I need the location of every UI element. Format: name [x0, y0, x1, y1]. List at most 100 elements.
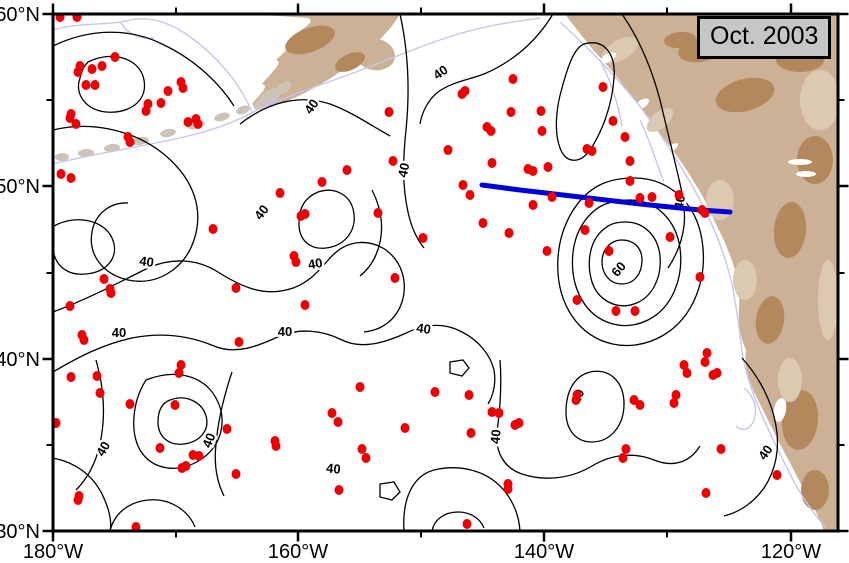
station-dot	[125, 137, 135, 147]
map-frame-group	[51, 12, 840, 533]
aleutian-island	[55, 152, 69, 162]
terrain-shading-dark	[335, 52, 365, 72]
station-dot	[462, 519, 472, 529]
shelf-edge-line	[119, 21, 155, 40]
station-dot	[506, 107, 516, 117]
terrain-shading-dark	[715, 77, 775, 113]
kodiak-island	[353, 38, 395, 71]
station-dot	[87, 64, 97, 74]
station-dot	[170, 400, 180, 410]
aleutian-island	[275, 81, 291, 95]
axis-ticks-group	[42, 3, 849, 542]
station-dot	[669, 398, 679, 408]
station-dot	[178, 83, 188, 93]
station-dot	[317, 177, 327, 187]
terrain-shading-light	[646, 108, 674, 132]
station-dot	[621, 444, 631, 454]
shelf-edge-line	[599, 59, 623, 127]
aleutian-island	[214, 112, 230, 122]
station-dot	[357, 444, 367, 454]
aleutian-island	[236, 105, 250, 115]
contour-line	[53, 457, 112, 531]
station-dot	[443, 145, 453, 155]
shelf-edge-line	[559, 21, 827, 529]
station-dot	[580, 225, 590, 235]
station-dot	[674, 190, 684, 200]
station-dot	[208, 224, 218, 234]
station-dot	[55, 14, 65, 22]
contour-value-label: 40	[415, 320, 431, 337]
x-axis-label: 120°W	[761, 541, 821, 563]
date-label-box: Oct. 2003	[697, 16, 832, 59]
x-axis-label: 180°W	[23, 541, 83, 563]
station-dot	[487, 158, 497, 168]
station-dot	[508, 74, 518, 84]
station-dot	[528, 200, 538, 210]
station-dot	[604, 246, 614, 256]
station-dot	[71, 119, 81, 129]
station-dot	[671, 390, 681, 400]
station-dot	[571, 395, 581, 405]
station-dot	[183, 117, 193, 127]
contour-line	[565, 370, 625, 443]
contour-line	[359, 189, 383, 277]
contour-value-label: 40	[325, 460, 341, 476]
terrain-shading-light	[778, 358, 802, 402]
station-dot	[701, 488, 711, 498]
station-dot	[300, 209, 310, 219]
station-dot	[708, 370, 718, 380]
map-border	[51, 12, 840, 533]
station-dot	[181, 461, 191, 471]
station-dot	[81, 80, 91, 90]
station-dot	[400, 423, 410, 433]
station-dot	[176, 360, 186, 370]
y-axis-label: 60°N	[0, 4, 40, 26]
y-axis-label: 40°N	[0, 349, 40, 371]
contour-line	[555, 42, 615, 161]
station-dot	[572, 295, 582, 305]
station-dot	[300, 300, 310, 310]
station-dot	[141, 106, 151, 116]
contour-line	[571, 199, 682, 327]
station-dot	[608, 116, 618, 126]
station-dot	[465, 190, 475, 200]
terrain-shading-light	[800, 70, 838, 130]
terrain-shading-light	[818, 260, 838, 340]
station-dot	[65, 113, 75, 123]
contour-line	[53, 125, 199, 282]
terrain-shading-light	[733, 260, 757, 300]
glacier-patch	[599, 52, 617, 64]
station-dot	[700, 208, 710, 218]
station-dot	[487, 407, 497, 417]
x-axis-label: 160°W	[268, 541, 328, 563]
station-dot	[327, 408, 337, 418]
station-dot	[194, 451, 204, 461]
contour-line	[399, 14, 425, 249]
contour-line	[431, 511, 485, 531]
station-dot	[635, 193, 645, 203]
station-dot	[73, 67, 83, 77]
contour-value-label: 40	[307, 255, 324, 272]
station-dot	[73, 495, 83, 505]
station-dot	[504, 228, 514, 238]
shelf-edge-line	[639, 119, 665, 183]
station-dot	[271, 441, 281, 451]
station-dot	[478, 218, 488, 228]
station-dot	[342, 165, 352, 175]
shelf-edge-line	[53, 97, 279, 165]
station-dot	[79, 335, 89, 345]
station-dot	[355, 382, 365, 392]
station-dot	[291, 257, 301, 267]
station-dot	[700, 357, 710, 367]
contour-line	[75, 359, 105, 491]
station-dots-group	[53, 14, 782, 531]
contour-line	[379, 481, 401, 501]
contour-line	[557, 177, 704, 347]
contour-line	[53, 241, 405, 333]
station-dot	[611, 306, 621, 316]
contour-line	[109, 499, 196, 531]
station-dot	[131, 522, 141, 531]
contour-value-label: 40	[112, 325, 126, 340]
contour-lines-group	[53, 14, 779, 531]
station-dot	[514, 418, 524, 428]
